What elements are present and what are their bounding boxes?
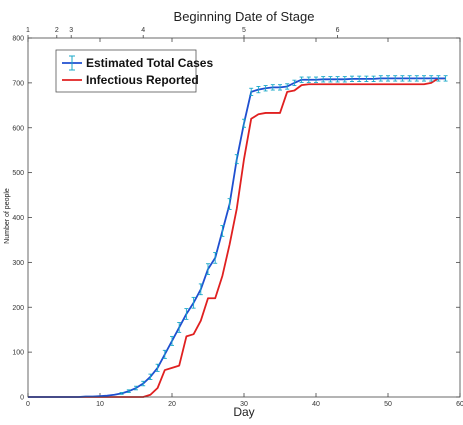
legend-label-infectious-reported: Infectious Reported — [86, 73, 199, 87]
y-tick-label: 300 — [12, 260, 24, 267]
y-tick-label: 200 — [12, 305, 24, 312]
y-tick-label: 700 — [12, 80, 24, 87]
y-tick-label: 400 — [12, 215, 24, 222]
stage-tick-label: 1 — [26, 27, 30, 34]
stage-tick-label: 3 — [69, 27, 73, 34]
stage-tick-label: 6 — [336, 27, 340, 34]
chart-title: Beginning Date of Stage — [174, 9, 315, 24]
x-tick-label: 40 — [312, 401, 320, 408]
x-tick-label: 60 — [456, 401, 463, 408]
y-tick-label: 500 — [12, 170, 24, 177]
x-tick-label: 0 — [26, 401, 30, 408]
stage-tick-label: 2 — [55, 27, 59, 34]
x-tick-label: 10 — [96, 401, 104, 408]
y-tick-label: 600 — [12, 125, 24, 132]
y-axis-label: Number of people — [4, 188, 11, 244]
y-tick-label: 800 — [12, 36, 24, 43]
y-tick-label: 0 — [20, 395, 24, 402]
legend: Estimated Total Cases Infectious Reporte… — [56, 50, 213, 92]
stage-tick-label: 4 — [141, 27, 145, 34]
x-tick-label: 50 — [384, 401, 392, 408]
x-tick-label: 30 — [240, 401, 248, 408]
legend-label-estimated-total-cases: Estimated Total Cases — [86, 56, 213, 70]
stage-tick-label: 5 — [242, 27, 246, 34]
x-tick-label: 20 — [168, 401, 176, 408]
y-tick-label: 100 — [12, 350, 24, 357]
